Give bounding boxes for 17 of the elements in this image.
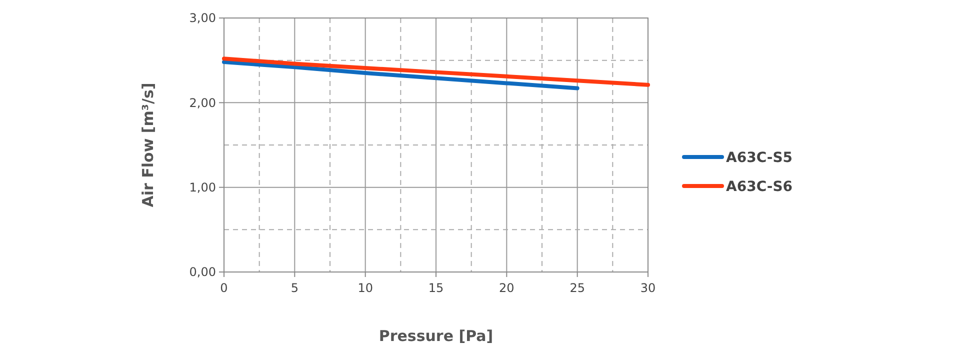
x-tick-label: 25 — [570, 281, 585, 295]
x-tick-label: 0 — [220, 281, 228, 295]
x-tick-label: 15 — [428, 281, 444, 295]
y-axis-title: Air Flow [m³/s] — [139, 82, 157, 208]
x-tick-label: 5 — [290, 281, 298, 295]
line-series — [222, 56, 650, 87]
x-axis-title: Pressure [Pa] — [378, 327, 494, 345]
y-tick-label: 0,00 — [189, 265, 216, 280]
legend-label: A63C-S5 — [726, 150, 793, 166]
line-series — [222, 60, 580, 90]
x-tick-label: 10 — [358, 281, 373, 295]
y-tick-label: 1,00 — [189, 180, 216, 195]
x-tick-label: 30 — [640, 281, 656, 295]
y-tick-label: 3,00 — [189, 11, 216, 26]
y-tick-label: 2,00 — [189, 96, 216, 110]
legend-label: A63C-S6 — [726, 178, 793, 195]
x-tick-label: 20 — [499, 281, 514, 295]
